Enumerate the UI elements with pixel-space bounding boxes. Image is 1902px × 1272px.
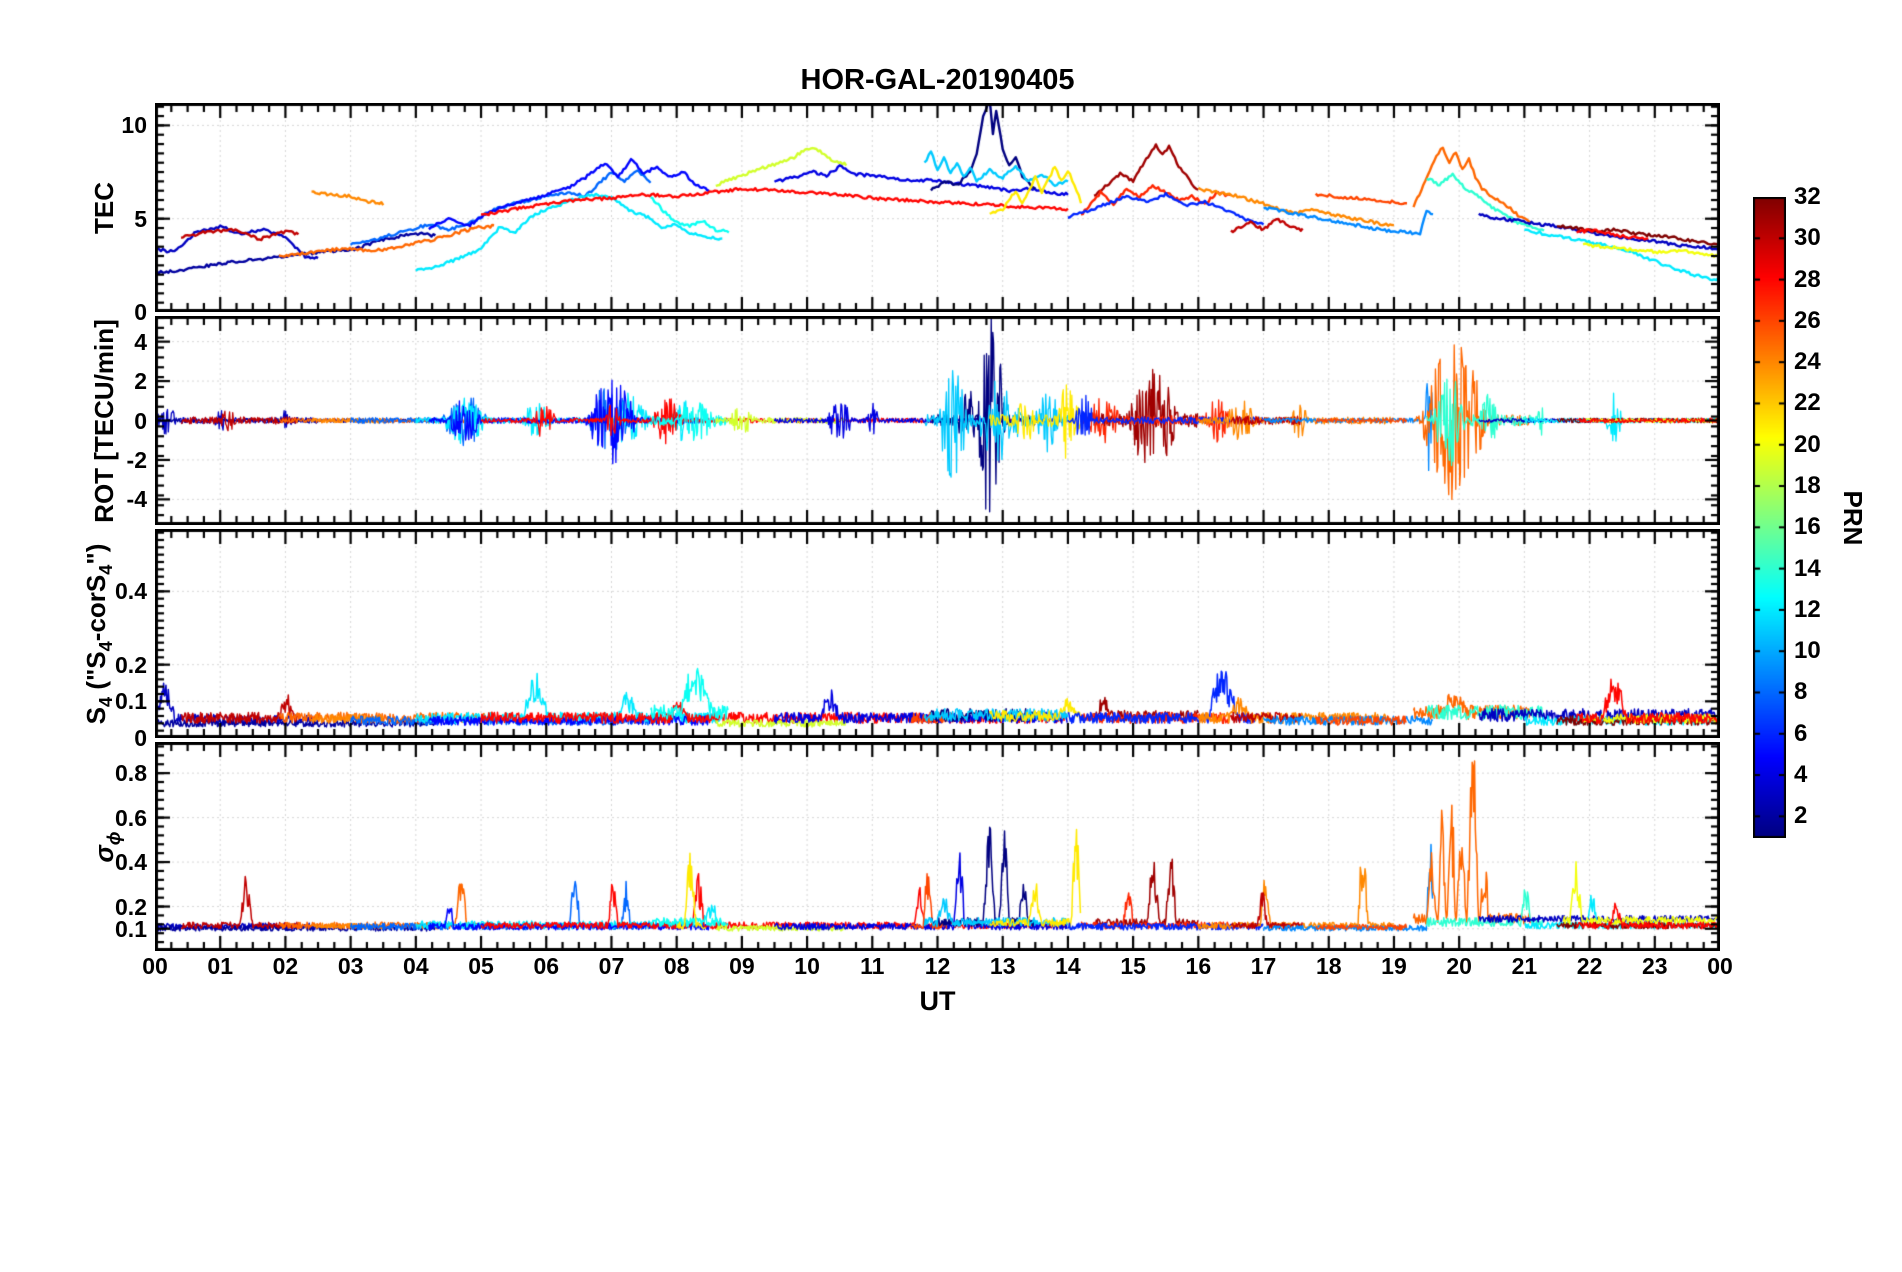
x-tick-label: 06 (533, 953, 560, 979)
y-tick-label: 0.2 (115, 651, 147, 678)
y-tick-label: 0.1 (115, 688, 147, 715)
y-tick-label: 0 (134, 725, 147, 751)
y-tick-label: 0.1 (115, 915, 147, 942)
x-axis-label: UT (919, 986, 956, 1016)
x-tick-label: 09 (729, 953, 755, 979)
x-tick-label: 04 (403, 953, 429, 979)
colorbar-gradient (1753, 197, 1786, 838)
y-tick-label: 0 (134, 299, 147, 325)
x-tick-label: 18 (1315, 953, 1342, 979)
y-tick-label: 0.6 (115, 804, 147, 831)
colorbar-tick-label: 30 (1794, 224, 1821, 252)
colorbar-tick-label: 14 (1794, 554, 1821, 582)
colorbar-tick-label: 18 (1794, 472, 1821, 500)
y-tick-label: 0.4 (115, 849, 147, 876)
colorbar-tick-label: 24 (1794, 348, 1821, 376)
colorbar-tick-label: 20 (1794, 430, 1821, 458)
panel-canvas-s4 (155, 529, 1720, 738)
colorbar-tick-label: 2 (1794, 802, 1808, 830)
colorbar-tick-label: 28 (1794, 265, 1821, 293)
x-tick-label: 23 (1641, 953, 1668, 979)
y-tick-label: 5 (134, 205, 147, 232)
colorbar-tick-label: 8 (1794, 678, 1808, 706)
x-tick-label: 11 (860, 953, 885, 979)
x-tick-label: 07 (598, 953, 625, 979)
x-tick-label: 08 (663, 953, 690, 979)
x-tick-label: 16 (1185, 953, 1212, 979)
y-tick-label: 0 (134, 407, 147, 434)
y-tick-label: -4 (126, 486, 147, 513)
x-tick-label: 01 (207, 953, 233, 979)
x-tick-label: 00 (142, 953, 168, 979)
colorbar-tick-label: 16 (1794, 513, 1821, 541)
x-tick-label: 19 (1381, 953, 1407, 979)
panel-canvas-sp (155, 742, 1720, 951)
colorbar-tick-label: 12 (1794, 595, 1821, 623)
ylabel-part: 4 (96, 564, 117, 575)
ylabel-part: ϕ (104, 830, 125, 845)
panel-canvas-tec (155, 103, 1720, 312)
x-tick-label: 17 (1250, 953, 1277, 979)
x-tick-label: 03 (337, 953, 364, 979)
y-tick-label: 10 (121, 112, 147, 139)
colorbar-label: PRN (1838, 490, 1868, 546)
x-tick-label: 15 (1120, 953, 1146, 979)
x-tick-label: 00 (1707, 953, 1733, 979)
x-tick-label: 21 (1511, 953, 1538, 979)
y-tick-label: 0.4 (115, 578, 147, 605)
y-tick-label: 0.2 (115, 893, 147, 920)
y-axis-label-sp: σϕ (88, 647, 124, 1047)
colorbar-tick-label: 22 (1794, 389, 1821, 417)
ylabel-part: σ (89, 844, 119, 863)
x-tick-label: 12 (924, 953, 951, 979)
y-tick-label: 4 (134, 328, 147, 355)
ylabel-part: -corS (81, 574, 111, 641)
x-tick-label: 20 (1446, 953, 1472, 979)
colorbar-tick-label: 32 (1794, 183, 1821, 210)
chart-title: HOR-GAL-20190405 (800, 64, 1075, 96)
colorbar-tick-label: 6 (1794, 719, 1808, 747)
x-tick-label: 22 (1576, 953, 1603, 979)
ylabel-part: ") (81, 543, 111, 565)
colorbar-tick-label: 10 (1794, 637, 1821, 665)
x-tick-label: 05 (468, 953, 494, 979)
colorbar-tick-label: 26 (1794, 306, 1821, 334)
colorbar-tick-label: 4 (1794, 761, 1808, 789)
panel-canvas-rot (155, 316, 1720, 525)
y-tick-label: -2 (126, 446, 147, 473)
y-tick-label: 2 (134, 368, 147, 395)
x-tick-label: 14 (1055, 953, 1081, 979)
y-tick-label: 0.8 (115, 760, 147, 787)
x-tick-label: 13 (989, 953, 1016, 979)
x-tick-label: 10 (794, 953, 820, 979)
x-tick-label: 02 (272, 953, 299, 979)
